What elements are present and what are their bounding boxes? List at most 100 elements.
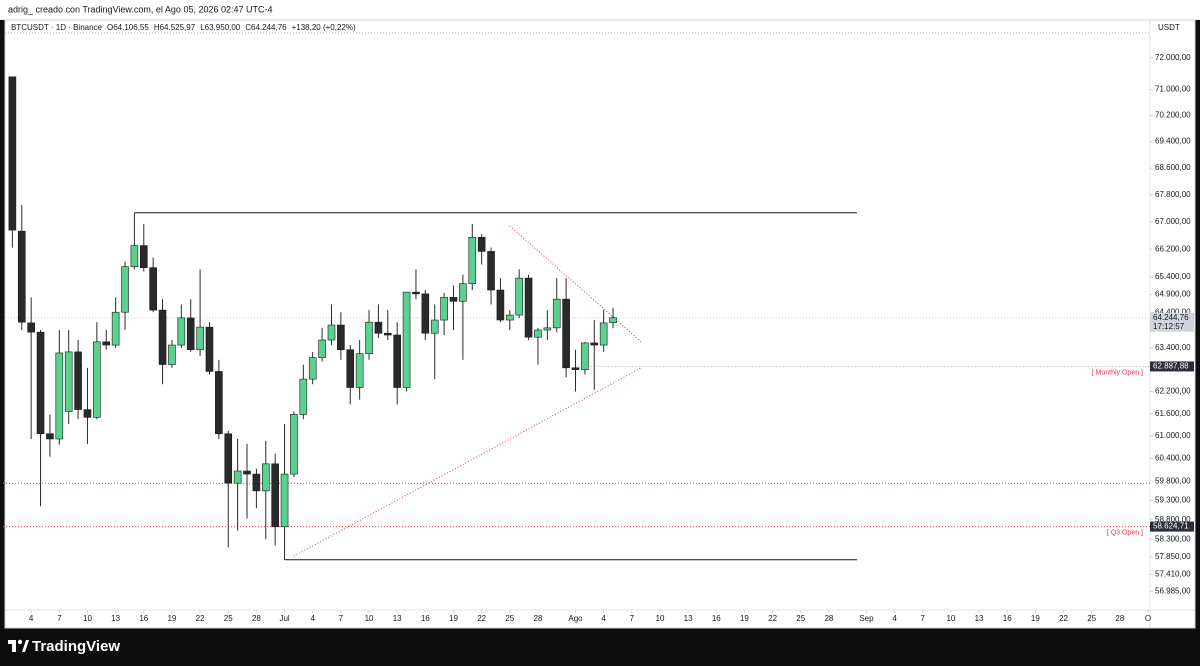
y-tick-label: 71.000,00 — [1155, 85, 1191, 94]
candle-body — [290, 414, 298, 475]
trend-line — [509, 225, 642, 343]
currency: USDT — [1158, 23, 1180, 32]
candle-body — [186, 317, 195, 351]
price-tag-label: 58.624,71 — [1153, 522, 1189, 531]
ohlc-value: +138,20 (+0,22%) — [292, 23, 356, 32]
candle-body — [252, 473, 261, 492]
candle-body — [383, 332, 392, 336]
candle-body — [430, 319, 439, 334]
candle-body — [571, 367, 580, 370]
candle-body — [46, 433, 54, 440]
x-tick-label: 25 — [505, 614, 514, 623]
x-tick-label: 22 — [1059, 614, 1068, 623]
candle-body — [393, 334, 401, 388]
candle-body — [449, 297, 458, 302]
y-tick-label: 64.900,00 — [1155, 290, 1191, 299]
candle-body — [477, 237, 486, 252]
x-tick-label: 4 — [310, 614, 315, 623]
x-tick-label: 19 — [449, 614, 458, 623]
symbol: BTCUSDT · 1D · Binance — [11, 23, 103, 32]
candle-body — [590, 342, 599, 346]
price-tag — [1150, 361, 1194, 372]
candle-body — [506, 314, 514, 321]
y-tick-label: 69.400,00 — [1155, 137, 1191, 146]
logo-stem — [12, 640, 16, 652]
logo — [8, 639, 29, 652]
x-tick-label: 19 — [167, 614, 176, 623]
x-tick-label: Ago — [568, 614, 583, 623]
y-tick-label: 66.200,00 — [1155, 244, 1191, 253]
y-tick-label: 62.200,00 — [1155, 387, 1191, 396]
x-tick-label: 28 — [534, 614, 543, 623]
candle-body — [271, 463, 279, 528]
caption: adrig_ creado con TradingView.com, el Ag… — [8, 4, 273, 14]
x-tick-label: 16 — [712, 614, 721, 623]
y-tick-label: 65.400,00 — [1155, 272, 1191, 281]
candle-body — [496, 289, 505, 321]
candle-body — [111, 311, 120, 346]
x-tick-label: Sep — [859, 614, 874, 623]
candle-body — [374, 321, 383, 334]
candle-body — [93, 341, 101, 418]
candle-body — [261, 463, 270, 492]
x-tick-label: 10 — [946, 614, 955, 623]
x-tick-label: 10 — [656, 614, 665, 623]
candle-body — [280, 473, 289, 528]
candle-body — [139, 245, 148, 268]
candle-body — [74, 351, 82, 410]
candle-body — [83, 409, 92, 418]
candle-body — [440, 297, 448, 321]
y-tick-label: 57.410,00 — [1155, 569, 1191, 578]
x-tick-label: 7 — [921, 614, 926, 623]
candle-body — [27, 322, 35, 333]
current-price-tag — [1150, 312, 1194, 332]
x-tick-label: 13 — [684, 614, 693, 623]
candle-body — [130, 245, 139, 267]
candle-body — [196, 326, 204, 351]
ohlc-value: L63.950,00 — [200, 23, 241, 32]
candle-body — [8, 76, 17, 231]
x-tick-label: 10 — [365, 614, 374, 623]
candle-body — [459, 283, 467, 302]
candle-body — [121, 266, 129, 313]
y-tick-label: 63.400,00 — [1155, 343, 1191, 352]
x-tick-label: 7 — [339, 614, 344, 623]
x-tick-label: 25 — [224, 614, 233, 623]
candle-body — [421, 293, 430, 334]
candle-body — [36, 331, 45, 435]
logo-dot — [17, 639, 23, 645]
y-tick-label: 72.000,00 — [1155, 53, 1191, 62]
candle-body — [299, 378, 308, 415]
candle-body — [233, 470, 242, 484]
y-tick-label: 67.000,00 — [1155, 217, 1191, 226]
candle-body — [562, 298, 570, 369]
candle-body — [215, 371, 223, 435]
candle-body — [355, 353, 364, 388]
current-price-label: 64.244,76 — [1153, 313, 1189, 322]
x-tick-label: 28 — [252, 614, 261, 623]
candle-body — [327, 324, 336, 341]
x-tick-label: 19 — [740, 614, 749, 623]
y-tick-label: 58.800,00 — [1155, 515, 1191, 524]
x-tick-label: O — [1145, 614, 1151, 623]
price-tag-label: 62.887,88 — [1153, 362, 1189, 371]
x-tick-label: 13 — [975, 614, 984, 623]
y-tick-label: 61.000,00 — [1155, 431, 1191, 440]
candle-body — [515, 277, 523, 316]
y-tick-label: 57.850,00 — [1155, 552, 1191, 561]
x-tick-label: 16 — [139, 614, 148, 623]
y-tick-label: 68.600,00 — [1155, 163, 1191, 172]
candle-body — [149, 267, 157, 311]
ohlc-value: O64.106,55 — [107, 23, 149, 32]
x-tick-label: 16 — [421, 614, 430, 623]
candle-body — [599, 322, 608, 346]
candle-body — [402, 291, 411, 388]
x-tick-label: 19 — [1031, 614, 1040, 623]
candle-body — [64, 351, 73, 412]
logo-slash — [22, 640, 29, 652]
y-tick-label: 59.300,00 — [1155, 496, 1191, 505]
x-tick-label: 7 — [630, 614, 635, 623]
x-tick-label: 4 — [601, 614, 606, 623]
candle-body — [168, 344, 176, 365]
